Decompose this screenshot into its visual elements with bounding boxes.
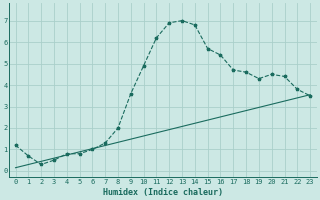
- X-axis label: Humidex (Indice chaleur): Humidex (Indice chaleur): [103, 188, 223, 197]
